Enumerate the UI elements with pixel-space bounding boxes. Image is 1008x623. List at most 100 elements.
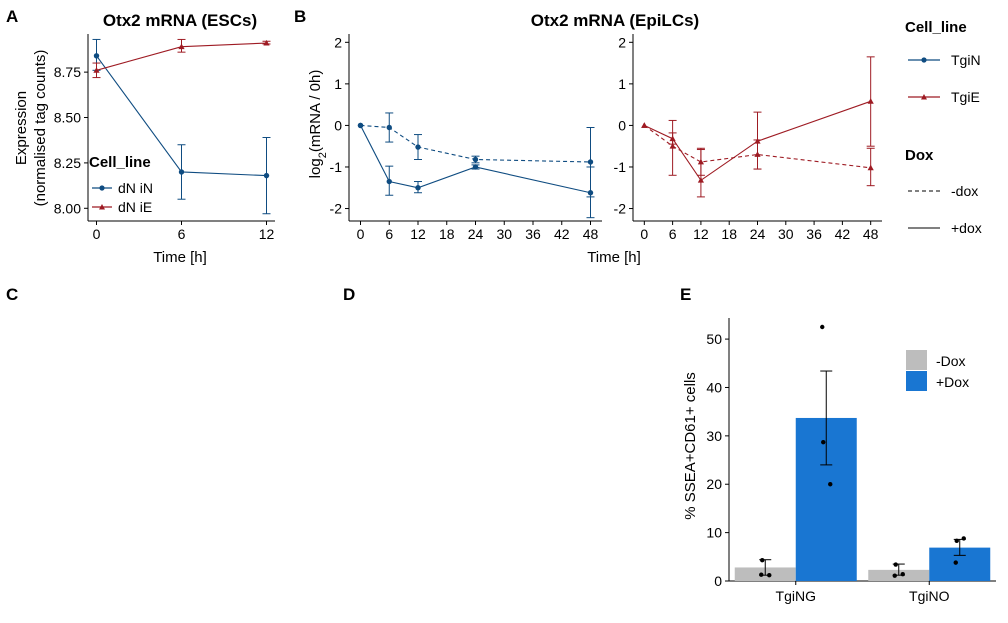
- panel-a-data: [92, 38, 271, 215]
- panel-e-chart: % SSEA+CD61+ cells 0 10 20 30 40 50 TgiNG TgiNO…: [682, 318, 996, 604]
- panel-label-b: B: [294, 7, 306, 26]
- panel-b-facet-tgie-minus-dox-line: [643, 124, 871, 169]
- legend-tgie-label: TgiE: [951, 89, 980, 105]
- panel-label-c: C: [6, 285, 18, 304]
- panel-b-facet-tgie-y-tick-label: 2: [618, 34, 626, 50]
- panel-b-facet-tgin-plus-dox-point: [386, 178, 392, 185]
- panel-b-facet-tgie-y-tick-label: 1: [618, 76, 626, 92]
- legend-minus-dox-label: -dox: [951, 183, 978, 199]
- panel-b-xlabel: Time [h]: [587, 249, 641, 266]
- panel-a-axes: 0 6 12 8.00 8.25 8.50 8.75: [54, 34, 275, 242]
- panel-b-facet-tgie-y-tick-label: -1: [614, 159, 627, 175]
- legend-cell-line-title: Cell_line: [905, 19, 967, 36]
- panel-b-facet-tgin-y-tick-label: -2: [330, 201, 343, 217]
- panel-b-facet-tgie-x-tick-label: 6: [669, 226, 677, 242]
- panel-b-facet-tgie-x-tick-label: 48: [863, 226, 879, 242]
- panel-b-facet-tgie-x-tick-label: 30: [778, 226, 794, 242]
- panel-b-facet-tgin-x-tick-label: 42: [554, 226, 570, 242]
- legend-plus-dox-bar-label: +Dox: [936, 374, 969, 390]
- panel-e-plus-dox-tging-replicate-point: [828, 482, 833, 487]
- panel-b-facet-tgin-y-tick-label: 0: [334, 117, 342, 133]
- panel-a-y-tick-label: 8.75: [54, 64, 81, 80]
- panel-b-facet-tgie-y-tick-label: 0: [618, 117, 626, 133]
- panel-a-chart: Otx2 mRNA (ESCs) Time [h] Expression (no…: [13, 11, 275, 266]
- panel-b-ylabel: log2(mRNA / 0h): [307, 70, 329, 179]
- panel-b-facet-tgie-x-tick-label: 36: [806, 226, 822, 242]
- series-dn-ie-point: [93, 67, 100, 73]
- legend-dn-ie-label: dN iE: [118, 199, 152, 215]
- panel-e-minus-dox-tgino-replicate-point: [893, 562, 898, 567]
- series-dn-ie-point: [178, 43, 185, 50]
- series-dn-ie-point: [263, 39, 270, 46]
- panel-a-xlabel: Time [h]: [153, 249, 207, 266]
- panel-b-facet-tgie-plus-dox-point: [697, 177, 705, 183]
- panel-e-ylabel: % SSEA+CD61+ cells: [682, 372, 699, 520]
- panel-label-a: A: [6, 7, 18, 26]
- panel-b-facet-tgin-minus-dox-point: [415, 144, 421, 150]
- panel-b-facet-tgin-x-tick-label: 18: [439, 226, 455, 242]
- panel-b-facet-tgie-plus-dox-point: [754, 138, 761, 144]
- panel-b-facet-tgie-x-tick-label: 18: [721, 226, 737, 242]
- panel-e-data: [734, 324, 991, 581]
- panel-b-title: Otx2 mRNA (EpiLCs): [531, 11, 699, 30]
- panel-b-facet-tgin-x-tick-label: 0: [357, 226, 365, 242]
- panel-b-facet-tgie-minus-dox-point: [867, 164, 874, 171]
- panel-a-y-tick-label: 8.00: [54, 200, 81, 216]
- panel-e-plus-dox-tgino-replicate-point: [954, 538, 959, 544]
- legend-dn-in-marker: [99, 185, 105, 191]
- panel-b-data: [357, 56, 875, 219]
- panel-e-plus-dox-tging-replicate-point: [820, 324, 825, 330]
- panel-b-facet-tgie-plus-dox-point: [641, 122, 648, 128]
- panel-e-minus-dox-tging-replicate-point: [759, 572, 764, 577]
- legend-dn-ie-marker: [99, 204, 105, 210]
- panel-b-facet-tgin-x-tick-label: 12: [410, 226, 426, 242]
- panel-b-facet-tgin-x-tick-label: 48: [583, 226, 599, 242]
- panel-b-facet-tgie-x-tick-label: 24: [750, 226, 766, 242]
- legend-plus-dox-swatch: [906, 371, 927, 391]
- panel-b-facet-tgie-y-tick-label: -2: [614, 201, 627, 217]
- panel-a-y-tick-label: 8.50: [54, 110, 81, 126]
- panel-b-facet-tgie-x-tick-label: 0: [640, 226, 648, 242]
- panel-label-d: D: [343, 285, 355, 304]
- panel-b-facet-tgin-y-tick-label: -1: [330, 159, 343, 175]
- panel-b-facet-tgie-x-tick-label: 42: [835, 226, 851, 242]
- panel-e-plus-dox-tgino-replicate-point: [953, 560, 958, 565]
- panel-a-legend: Cell_line dN iN dN iE: [89, 154, 153, 215]
- series-dn-in-point: [93, 53, 100, 59]
- panel-b-facet-tgin-x-tick-label: 6: [385, 226, 393, 242]
- panel-e-plus-dox-tgino-replicate-point: [961, 536, 966, 541]
- series-dn-in-point: [263, 172, 270, 179]
- panel-e-y-tick-label: 30: [706, 428, 722, 444]
- panel-e-x-tick-label: TgiNO: [909, 588, 950, 604]
- panel-b-legend: Cell_line TgiN TgiE Dox -dox +dox: [905, 19, 982, 236]
- panel-e-y-tick-label: 40: [706, 379, 722, 395]
- panel-e-y-tick-label: 10: [706, 525, 722, 541]
- panel-b-facet-tgie-plus-dox-point: [867, 98, 874, 104]
- panel-e-minus-dox-tging-replicate-point: [760, 557, 765, 563]
- panel-e-minus-dox-tgino-replicate-point: [892, 573, 897, 578]
- panel-b-facet-tgin-minus-dox-point: [587, 159, 594, 165]
- panel-b-chart: Otx2 mRNA (EpiLCs) Time [h] log2(mRNA / …: [307, 11, 982, 266]
- panel-b-facet-tgin-x-tick-label: 24: [468, 226, 484, 242]
- panel-b-facet-tgin-x-tick-label: 30: [496, 226, 512, 242]
- panel-b-facet-tgin-x-tick-label: 36: [525, 226, 541, 242]
- panel-b-facet-tgie-minus-dox-point: [669, 143, 676, 149]
- panel-e-y-tick-label: 20: [706, 476, 722, 492]
- panel-b-facet-tgin-plus-dox-point: [357, 122, 364, 129]
- panel-b-facet-tgie-x-tick-label: 12: [693, 226, 709, 242]
- panel-a-x-tick-label: 6: [178, 226, 186, 242]
- panel-b-facet-tgin-y-tick-label: 1: [334, 76, 342, 92]
- panel-e-y-tick-label: 0: [714, 573, 722, 589]
- panel-a-x-tick-label: 12: [259, 226, 275, 242]
- panel-e-plus-dox-tging-replicate-point: [821, 439, 826, 445]
- panel-e-minus-dox-tging-replicate-point: [767, 572, 772, 578]
- panel-e-y-tick-label: 50: [706, 331, 722, 347]
- panel-e-x-tick-label: TgiNG: [776, 588, 816, 604]
- panel-b-facet-tgin-minus-dox-point: [386, 124, 392, 131]
- panel-b-facet-tgin-minus-dox-point: [472, 156, 479, 163]
- legend-tgin-marker: [921, 57, 927, 63]
- panel-a-ylabel: Expression: [13, 91, 30, 165]
- legend-dn-in-label: dN iN: [118, 180, 153, 196]
- panel-label-e: E: [680, 285, 691, 304]
